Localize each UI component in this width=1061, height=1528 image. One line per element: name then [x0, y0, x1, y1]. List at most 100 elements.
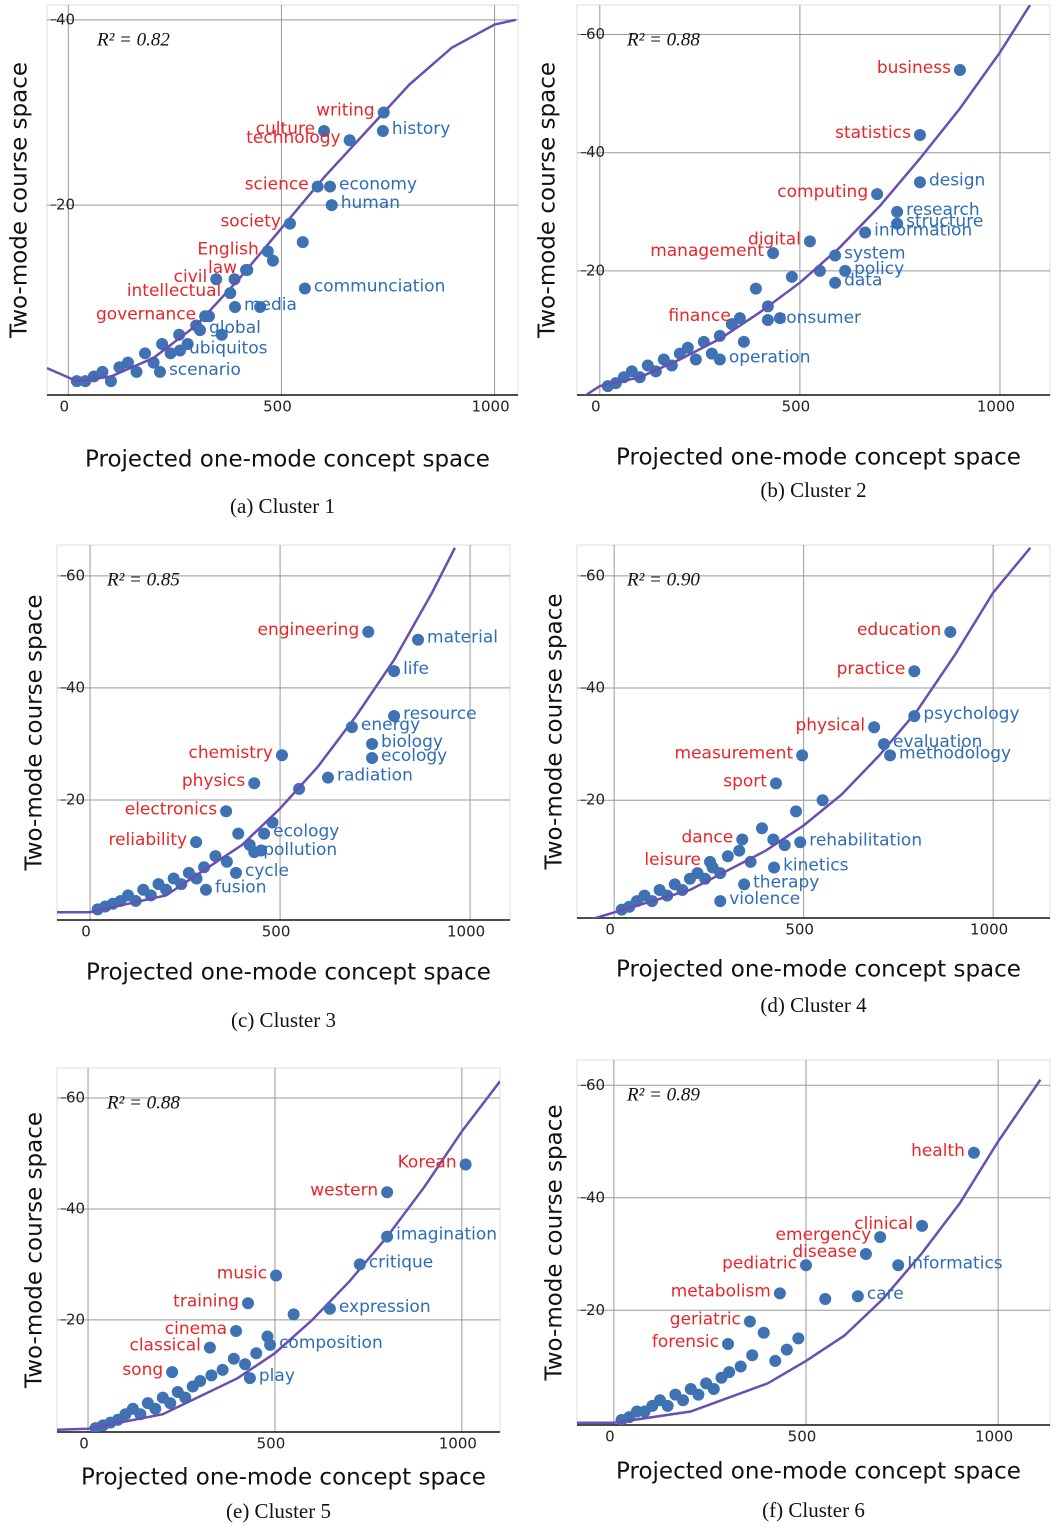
labeled-point: [243, 1372, 256, 1385]
labeled-point: [884, 749, 897, 762]
point: [661, 1399, 674, 1412]
caption: (e) Cluster 5: [226, 1499, 331, 1523]
labeled-point: [768, 861, 781, 874]
y-tick-label: 40: [586, 679, 605, 697]
point-label: pediatric: [722, 1253, 797, 1273]
labeled-point: [877, 738, 890, 751]
labeled-point: [248, 777, 261, 790]
plot-content: [577, 1078, 1042, 1425]
x-axis-title: Projected one-mode concept space: [85, 447, 490, 473]
labeled-point: [892, 1259, 905, 1272]
point: [681, 341, 694, 354]
labeled-point: [839, 264, 852, 277]
annotation: R² = 0.90: [626, 569, 700, 590]
labeled-point: [944, 625, 957, 638]
fit-curve: [57, 547, 457, 914]
plot-content: [583, 5, 1032, 395]
point: [266, 254, 279, 267]
point-label: society: [220, 212, 281, 232]
labeled-point: [722, 1338, 735, 1351]
panel: 0 500 1000 20 40 60 R² = 0.88 Korean western imag…: [22, 1067, 501, 1523]
point-label: system: [844, 244, 905, 264]
point-label: therapy: [753, 872, 819, 892]
labeled-point: [800, 1259, 813, 1272]
point-label: health: [911, 1141, 965, 1161]
x-axis-title: Projected one-mode concept space: [616, 957, 1021, 983]
point: [173, 328, 186, 341]
plot-area: [56, 544, 511, 921]
labeled-point: [871, 188, 884, 201]
labeled-point: [362, 625, 375, 638]
point: [149, 1402, 162, 1415]
labeled-point: [829, 276, 842, 289]
fit-curve: [583, 5, 1032, 395]
point-label: English: [197, 239, 258, 259]
point: [239, 1358, 252, 1371]
labeled-point: [166, 1366, 179, 1379]
labeled-point: [794, 836, 807, 849]
labeled-point: [913, 129, 926, 141]
labeled-point: [323, 1302, 336, 1315]
point-label: music: [217, 1264, 267, 1284]
point-label: global: [209, 318, 261, 338]
plot-content: [57, 547, 457, 916]
labeled-point: [953, 64, 966, 76]
point: [780, 1343, 793, 1356]
x-tick-label: 1000: [975, 1428, 1013, 1446]
point-label: information: [874, 221, 972, 241]
point: [227, 1352, 240, 1365]
x-tick-label: 0: [81, 923, 91, 941]
y-axis-title: Two-mode course space: [542, 1104, 568, 1381]
panel: 0 500 1000 20 40 60 R² = 0.85 engineering materi…: [22, 544, 511, 1032]
caption: (f) Cluster 6: [762, 1498, 865, 1522]
labeled-point: [916, 1219, 929, 1232]
point-label: history: [392, 119, 450, 139]
labeled-point: [203, 1341, 216, 1354]
point: [216, 1363, 229, 1376]
labeled-point: [242, 1297, 255, 1310]
point: [194, 1374, 207, 1387]
point-label: expression: [339, 1297, 431, 1317]
x-axis-title: Projected one-mode concept space: [86, 960, 491, 986]
panel: 0 500 1000 20 40 60 R² = 0.90 education practice…: [542, 544, 1051, 1017]
y-tick-label: 40: [66, 1199, 85, 1217]
labeled-point: [868, 721, 881, 734]
point-label: sport: [723, 771, 767, 791]
point: [790, 805, 803, 818]
labeled-point: [199, 883, 212, 896]
point-label: writing: [316, 100, 375, 120]
point-label: management: [650, 241, 764, 261]
plot-content: [47, 18, 517, 388]
labeled-point: [190, 836, 203, 849]
y-axis-title: Two-mode course space: [535, 62, 561, 339]
x-tick-label: 1000: [977, 398, 1015, 416]
point-label: civil: [174, 267, 208, 287]
point-label: radiation: [337, 766, 413, 786]
point-label: statistics: [835, 123, 911, 143]
point: [220, 855, 233, 868]
point-label: law: [208, 258, 237, 278]
point-label: resource: [403, 704, 477, 724]
point: [215, 328, 228, 341]
labeled-point: [229, 866, 242, 879]
fit-curve: [577, 1078, 1042, 1425]
point-label: structure: [906, 212, 983, 232]
labeled-point: [908, 710, 921, 723]
y-axis-title: Two-mode course space: [22, 594, 48, 871]
plot-area: [46, 4, 519, 396]
point-label: leisure: [644, 850, 701, 870]
labeled-point: [767, 247, 780, 260]
point-label: ecology: [381, 746, 447, 766]
point-label: disease: [792, 1242, 857, 1262]
labeled-point: [210, 273, 223, 286]
point: [156, 338, 169, 351]
fit-curve: [47, 18, 517, 383]
point: [164, 347, 177, 360]
labeled-point: [343, 134, 356, 147]
panel: 0 500 1000 20 40 60 R² = 0.89 health clinicaleme…: [542, 1059, 1051, 1522]
point: [130, 365, 143, 378]
point-label: clinical: [854, 1214, 913, 1234]
labeled-point: [851, 1290, 864, 1303]
point-label: measurement: [675, 743, 794, 763]
